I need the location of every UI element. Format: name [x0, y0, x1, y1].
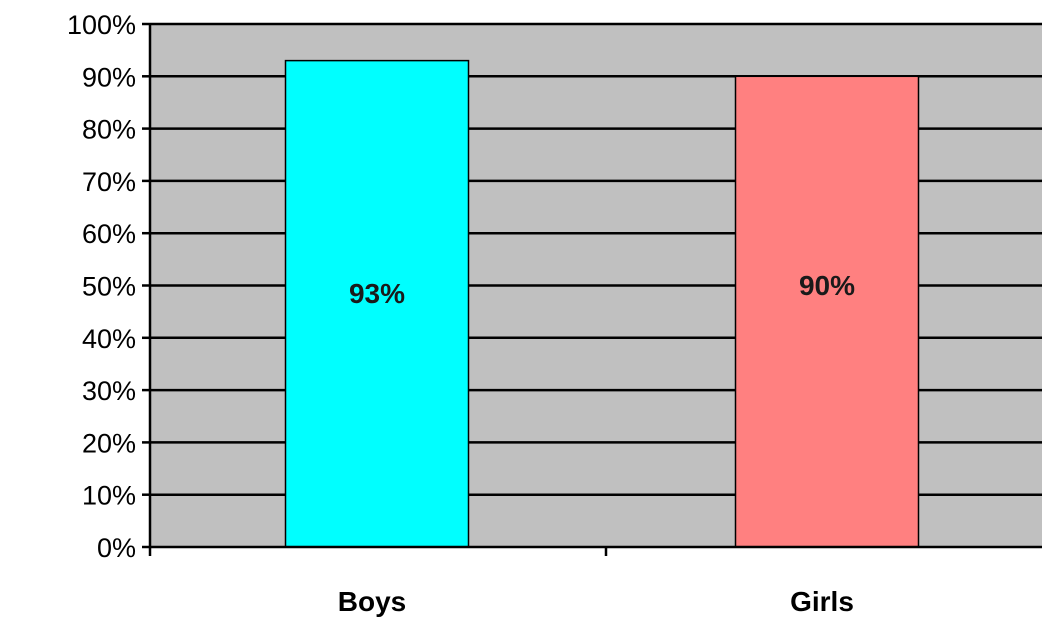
- y-ticks: [142, 22, 150, 549]
- data-labels: 93% 90%: [349, 270, 855, 309]
- bar-girls: [734, 75, 920, 548]
- y-tick-label: 10%: [82, 481, 136, 511]
- category-label-boys: Boys: [338, 586, 406, 617]
- category-label-girls: Girls: [790, 586, 854, 617]
- y-tick-label: 80%: [82, 115, 136, 145]
- data-label-girls: 90%: [799, 270, 855, 301]
- y-tick-label: 90%: [82, 62, 136, 92]
- y-tick-label: 100%: [67, 10, 136, 40]
- y-tick-label: 60%: [82, 219, 136, 249]
- y-tick-label: 50%: [82, 272, 136, 302]
- y-tick-label: 70%: [82, 167, 136, 197]
- y-tick-label: 30%: [82, 376, 136, 406]
- bar-boys: [284, 59, 470, 548]
- data-label-boys: 93%: [349, 278, 405, 309]
- bars: [284, 59, 920, 548]
- y-tick-label: 40%: [82, 324, 136, 354]
- y-tick-label: 0%: [97, 533, 136, 563]
- y-tick-labels: 0% 10% 20% 30% 40% 50% 60% 70% 80% 90% 100%: [67, 10, 136, 563]
- y-tick-label: 20%: [82, 428, 136, 458]
- category-labels: Boys Girls: [338, 586, 854, 617]
- x-ticks: [148, 547, 608, 556]
